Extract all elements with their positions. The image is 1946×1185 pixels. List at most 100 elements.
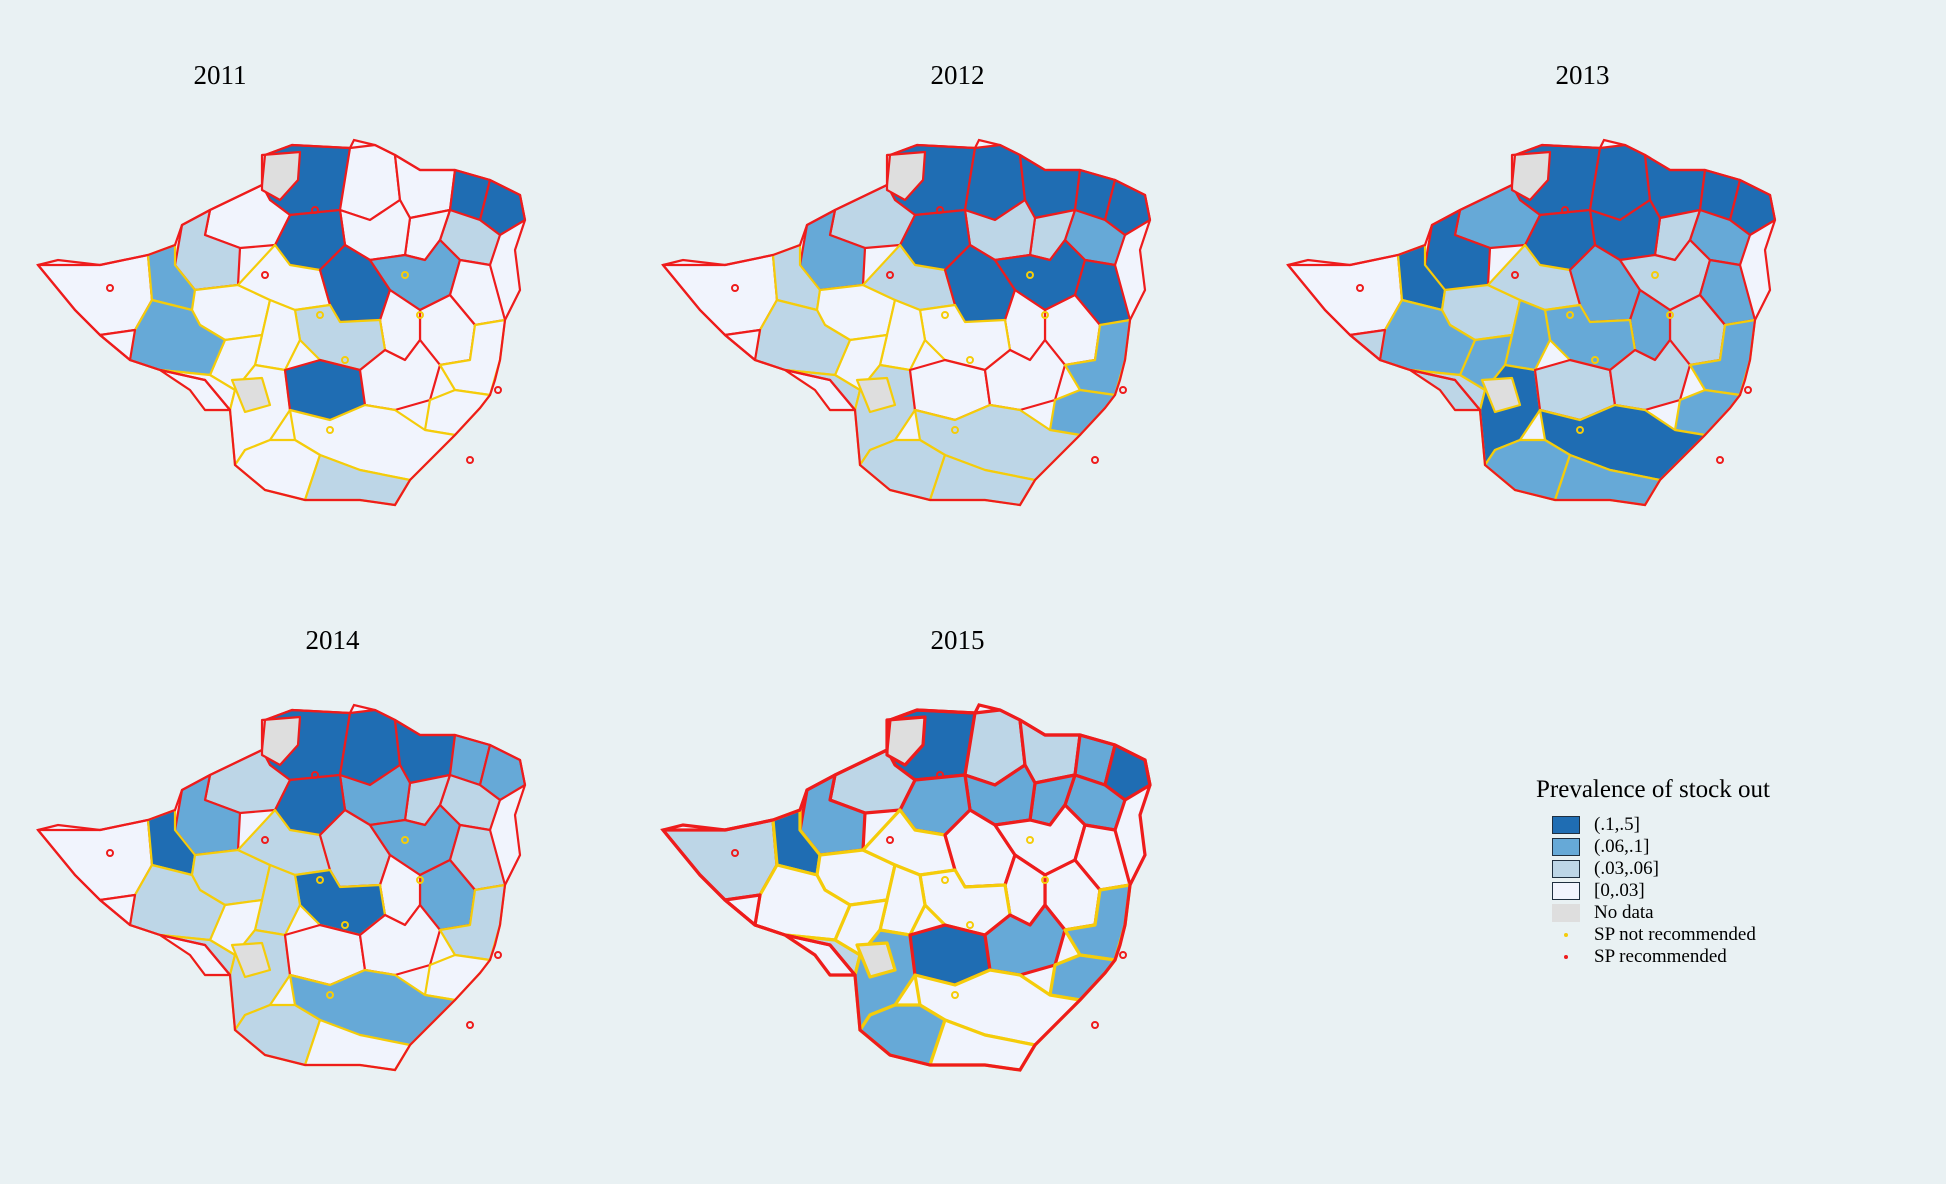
legend-item-c4: (.1,.5] (1552, 814, 1936, 836)
town-marker (326, 991, 334, 999)
town-marker (731, 849, 739, 857)
country-outline (36, 703, 527, 1072)
legend-label: (.1,.5] (1594, 814, 1640, 835)
legend-swatch (1552, 816, 1580, 834)
map-panel-2013: 2013 (1250, 60, 1890, 620)
district-36 (855, 941, 897, 979)
legend-label: (.03,.06] (1594, 858, 1659, 879)
town-marker (401, 271, 409, 279)
district-29 (1048, 953, 1117, 1002)
district-0 (1286, 253, 1404, 337)
town-marker (1091, 456, 1099, 464)
panel-title: 2011 (193, 60, 247, 90)
town-marker (416, 876, 424, 884)
town-marker (941, 876, 949, 884)
town-marker (326, 426, 334, 434)
district-0 (661, 253, 779, 337)
district-map-2015 (660, 703, 1152, 1072)
town-marker (261, 271, 269, 279)
town-marker (886, 836, 894, 844)
legend-swatch (1552, 882, 1580, 900)
district-map-2013 (1286, 138, 1777, 507)
panel-title: 2012 (930, 60, 985, 90)
legend-marker-sp-not-recommended: SP not recommended (1552, 924, 1936, 946)
red-dot-icon (1552, 948, 1580, 966)
town-marker (1511, 271, 1519, 279)
town-marker (416, 311, 424, 319)
legend-swatch (1552, 838, 1580, 856)
legend-label: No data (1594, 902, 1654, 923)
town-marker (494, 386, 502, 394)
town-marker (106, 284, 114, 292)
legend-label: (.06,.1] (1594, 836, 1650, 857)
town-marker (951, 991, 959, 999)
town-marker (261, 836, 269, 844)
district-0 (36, 818, 154, 902)
country-outline (661, 138, 1152, 507)
legend-item-c3: (.06,.1] (1552, 836, 1936, 858)
town-marker (466, 1021, 474, 1029)
district-33 (98, 893, 137, 927)
panel-title: 2014 (305, 625, 360, 655)
legend-label: SP not recommended (1594, 924, 1756, 945)
legend-item-c1: [0,.03] (1552, 880, 1936, 902)
town-marker (951, 426, 959, 434)
country-outline (660, 703, 1152, 1072)
town-marker (316, 311, 324, 319)
town-marker (966, 921, 974, 929)
legend-item-nodata: No data (1552, 902, 1936, 924)
town-marker (1041, 311, 1049, 319)
panel-title: 2013 (1555, 60, 1610, 90)
town-marker (1026, 271, 1034, 279)
map-panel-2012: 2012 (625, 60, 1265, 620)
district-33 (1348, 328, 1387, 362)
town-marker (1591, 356, 1599, 364)
town-marker (106, 849, 114, 857)
legend-swatch (1552, 860, 1580, 878)
district-map-2011 (36, 138, 527, 507)
town-marker (1744, 386, 1752, 394)
town-marker (341, 356, 349, 364)
town-marker (1119, 386, 1127, 394)
legend-label: SP recommended (1594, 946, 1727, 967)
town-marker (1561, 206, 1569, 214)
town-marker (1119, 951, 1127, 959)
town-marker (1041, 876, 1049, 884)
town-marker (401, 836, 409, 844)
district-0 (36, 253, 154, 337)
town-marker (731, 284, 739, 292)
district-36 (1480, 376, 1522, 414)
town-marker (1651, 271, 1659, 279)
town-marker (316, 876, 324, 884)
town-marker (1091, 1021, 1099, 1029)
district-33 (98, 328, 137, 362)
legend-title: Prevalence of stock out (1536, 776, 1770, 803)
yellow-dot-icon (1552, 926, 1580, 944)
town-marker (341, 921, 349, 929)
district-33 (723, 893, 762, 927)
town-marker (936, 771, 944, 779)
country-outline (1286, 138, 1777, 507)
town-marker (966, 356, 974, 364)
town-marker (466, 456, 474, 464)
town-marker (494, 951, 502, 959)
district-map-2014 (36, 703, 527, 1072)
district-map-2012 (661, 138, 1152, 507)
town-marker (1576, 426, 1584, 434)
legend-item-c2: (.03,.06] (1552, 858, 1936, 880)
legend-label: [0,.03] (1594, 880, 1645, 901)
town-marker (1666, 311, 1674, 319)
map-panel-2011: 2011 (0, 60, 640, 620)
town-marker (941, 311, 949, 319)
town-marker (1716, 456, 1724, 464)
town-marker (1566, 311, 1574, 319)
town-marker (311, 206, 319, 214)
district-33 (723, 328, 762, 362)
map-legend: Prevalence of stock out (.1,.5] (.06,.1]… (1536, 776, 1936, 968)
town-marker (936, 206, 944, 214)
map-panel-2014: 2014 (0, 625, 640, 1185)
legend-swatch (1552, 904, 1580, 922)
town-marker (1026, 836, 1034, 844)
town-marker (1356, 284, 1364, 292)
